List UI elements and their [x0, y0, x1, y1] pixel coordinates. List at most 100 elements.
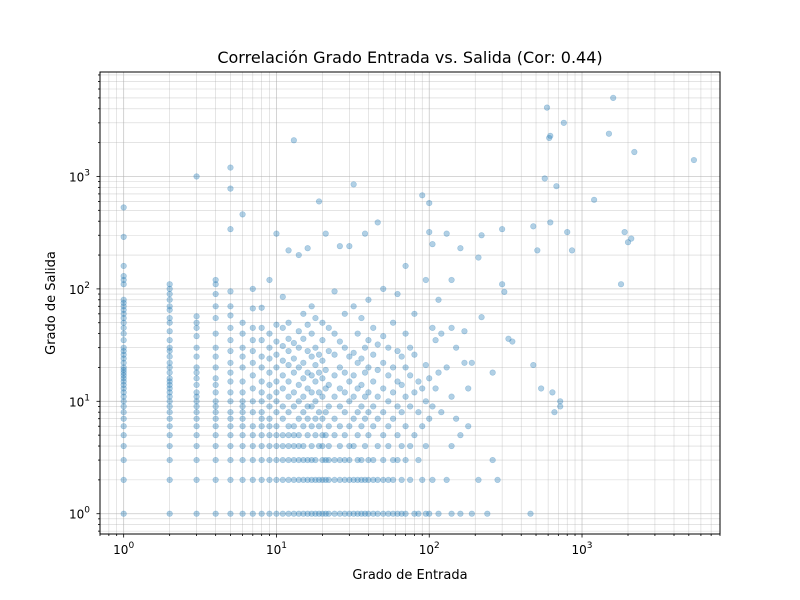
data-point	[331, 510, 338, 517]
data-point	[461, 359, 468, 366]
data-point	[212, 423, 219, 430]
data-point	[290, 137, 297, 144]
data-point	[193, 353, 200, 360]
data-point	[120, 366, 127, 374]
data-point	[354, 409, 361, 416]
data-point	[120, 510, 127, 517]
data-point	[227, 359, 234, 366]
data-point	[120, 233, 127, 241]
data-point	[426, 199, 433, 207]
data-point	[120, 306, 127, 314]
data-point	[336, 423, 343, 430]
data-point	[336, 442, 343, 450]
data-point	[365, 364, 372, 371]
data-point	[120, 476, 127, 483]
data-point	[120, 303, 127, 310]
data-point	[336, 338, 343, 345]
data-point	[308, 303, 315, 310]
data-point	[212, 403, 219, 410]
data-point	[308, 476, 315, 483]
data-point	[509, 338, 516, 345]
data-point	[273, 338, 280, 345]
data-point	[358, 314, 365, 322]
data-point	[448, 393, 455, 400]
data-point	[290, 389, 297, 396]
data-point	[448, 276, 455, 284]
data-point	[300, 375, 307, 382]
data-point	[402, 423, 409, 430]
data-point	[120, 204, 127, 211]
data-point	[389, 389, 397, 396]
data-point	[285, 393, 292, 400]
data-point	[273, 321, 280, 328]
data-point	[422, 276, 429, 284]
x-tick-label: 103	[572, 541, 593, 557]
data-point	[341, 432, 348, 439]
data-point	[300, 476, 307, 483]
data-point	[300, 359, 307, 366]
data-point	[266, 442, 273, 450]
data-point	[308, 403, 315, 410]
data-point	[273, 378, 280, 385]
data-point	[266, 381, 273, 388]
data-point	[380, 456, 387, 464]
data-point	[304, 510, 311, 517]
data-point	[319, 337, 326, 344]
data-point	[370, 423, 377, 430]
data-point	[374, 219, 381, 226]
data-point	[227, 510, 234, 517]
data-point	[193, 510, 200, 517]
data-point	[193, 403, 200, 410]
grid-lines	[99, 72, 721, 534]
data-point	[465, 423, 472, 430]
data-point	[374, 415, 381, 422]
data-point	[361, 510, 369, 517]
data-point	[285, 423, 292, 430]
data-point	[279, 456, 286, 464]
data-point	[279, 385, 286, 392]
data-point	[193, 456, 200, 464]
data-point	[380, 333, 387, 340]
data-point	[227, 415, 234, 422]
data-point	[300, 456, 307, 464]
data-point	[290, 423, 297, 430]
data-point	[120, 351, 127, 358]
data-point	[398, 409, 405, 416]
data-point	[429, 476, 436, 483]
data-point	[465, 385, 472, 392]
data-point	[166, 456, 173, 464]
data-point	[361, 344, 369, 351]
data-point	[193, 415, 200, 422]
data-point	[312, 344, 319, 351]
data-point	[166, 314, 173, 322]
data-point	[341, 476, 348, 483]
data-point	[166, 389, 173, 396]
data-point	[212, 281, 219, 288]
data-point	[227, 432, 234, 439]
data-point	[402, 510, 409, 517]
data-point	[380, 476, 387, 483]
data-point	[312, 432, 319, 439]
data-point	[249, 372, 256, 379]
data-point	[617, 281, 625, 288]
data-point	[120, 398, 127, 405]
data-point	[354, 456, 361, 464]
data-point	[448, 510, 455, 517]
data-point	[394, 347, 401, 355]
data-point	[494, 476, 501, 483]
data-point	[435, 296, 442, 303]
data-point	[547, 219, 554, 226]
data-point	[385, 423, 392, 430]
data-point	[166, 296, 173, 303]
data-point	[591, 196, 598, 203]
data-point	[166, 290, 173, 298]
data-point	[304, 369, 311, 376]
data-point	[560, 119, 567, 126]
data-point	[285, 335, 292, 342]
data-point	[290, 442, 297, 450]
data-point	[322, 409, 329, 416]
data-point	[300, 423, 307, 430]
data-point	[448, 324, 455, 331]
data-point	[419, 192, 426, 199]
data-point	[120, 372, 127, 379]
